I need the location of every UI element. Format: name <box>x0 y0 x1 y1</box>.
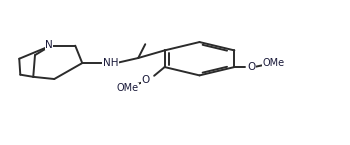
Text: NH: NH <box>103 58 118 68</box>
Text: O: O <box>141 75 149 85</box>
Text: N: N <box>45 40 53 50</box>
Text: OMe: OMe <box>117 83 139 93</box>
Text: O: O <box>247 62 255 72</box>
Text: OMe: OMe <box>262 58 285 68</box>
